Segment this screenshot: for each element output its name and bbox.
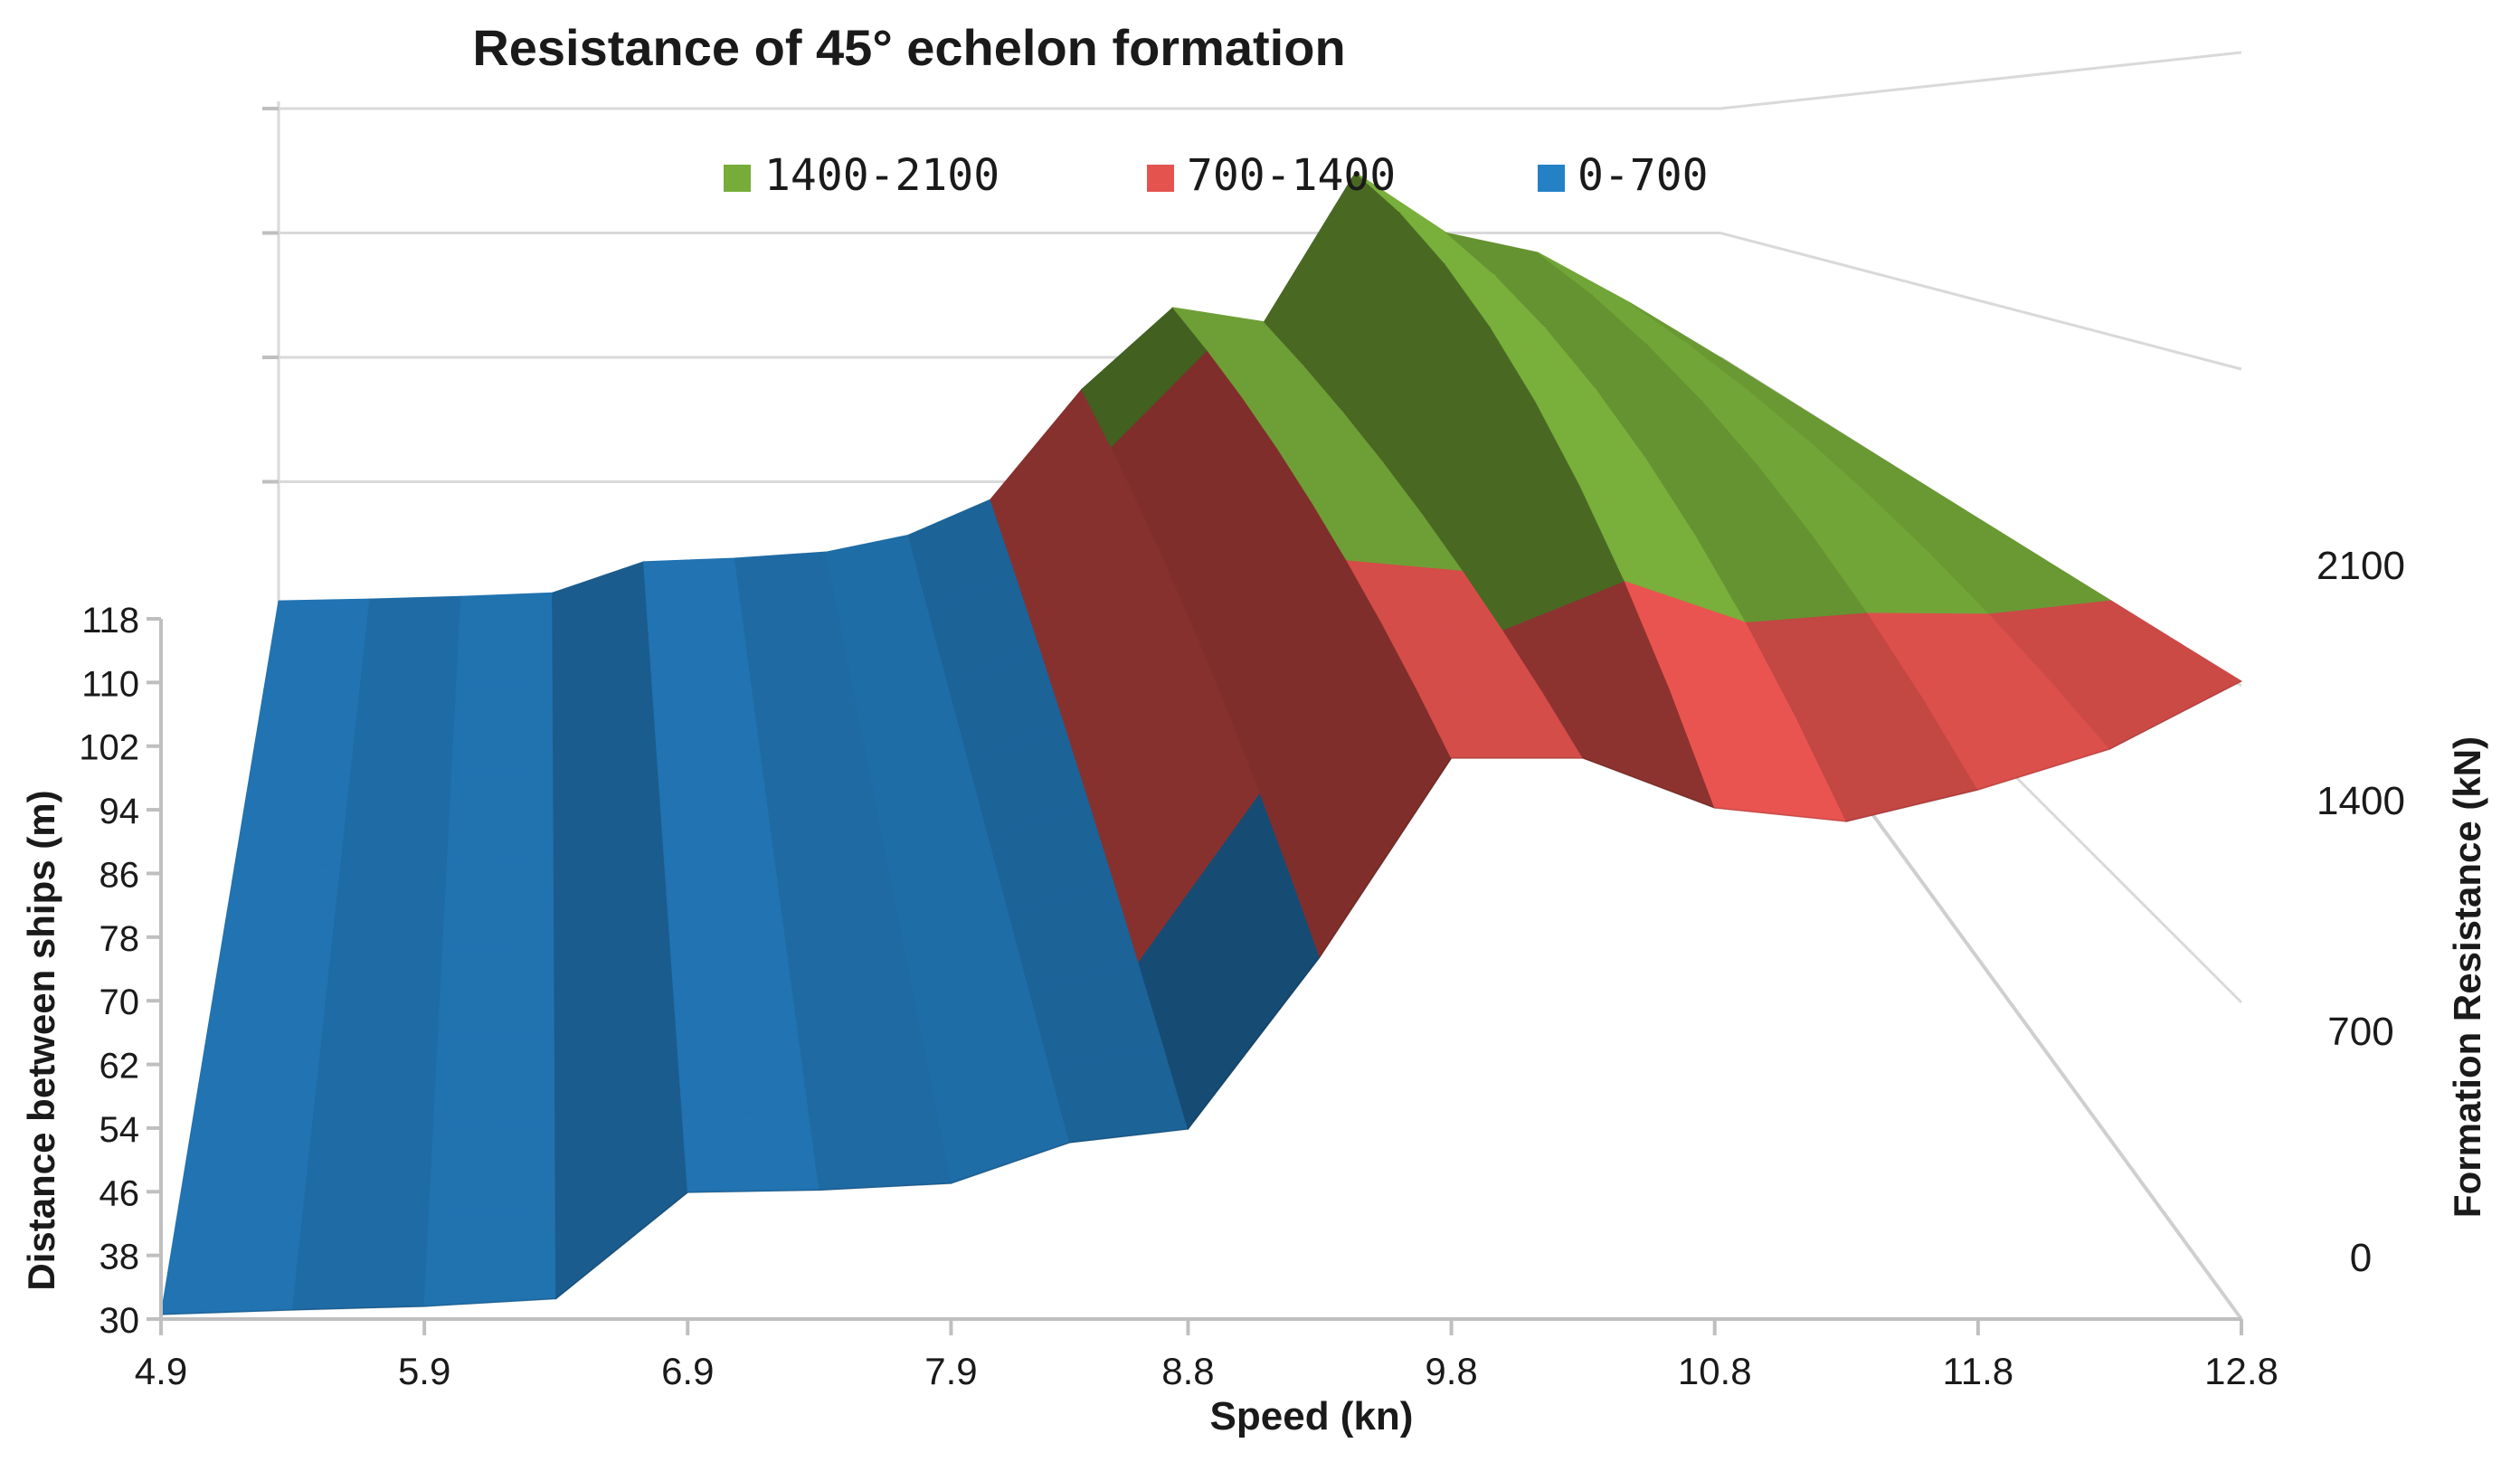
- z-tick-label: 700: [2327, 1010, 2393, 1054]
- surface-cell: [423, 1209, 557, 1307]
- y-tick-label: 118: [81, 601, 139, 641]
- surface-cell: [292, 1216, 430, 1311]
- legend-label-0-700: 0-700: [1577, 150, 1709, 201]
- surface-cell: [755, 708, 874, 797]
- y-tick-label: 70: [99, 983, 140, 1022]
- surface-cell: [301, 1126, 434, 1221]
- surface-cell: [681, 1111, 820, 1193]
- x-tick-label: 5.9: [398, 1350, 450, 1392]
- surface-cell: [734, 551, 843, 639]
- surface-cell: [808, 1104, 952, 1191]
- surface-cell: [456, 592, 554, 685]
- surface-cell: [340, 772, 453, 865]
- x-tick-label: 7.9: [924, 1350, 977, 1392]
- x-tick-label: 12.8: [2204, 1350, 2278, 1392]
- legend-item-700-1400: 700-1400: [1147, 150, 1396, 201]
- surface-cell: [649, 637, 757, 722]
- surface-cell: [330, 860, 449, 954]
- y-tick-label: 102: [79, 728, 139, 768]
- y-tick-label: 38: [99, 1238, 140, 1277]
- surface-cell: [676, 1032, 810, 1115]
- y-tick-label: 46: [99, 1173, 140, 1213]
- surface-cell: [437, 943, 555, 1040]
- surface-cell: [787, 945, 921, 1034]
- legend-item-1400-2100: 1400-2100: [724, 150, 999, 201]
- surface-cell: [233, 774, 352, 869]
- surface-cell: [643, 557, 746, 642]
- surface-layer: [160, 171, 2243, 1315]
- x-tick-label: 4.9: [135, 1350, 187, 1392]
- surface-cell: [311, 1038, 439, 1132]
- x-tick-label: 8.8: [1161, 1350, 1214, 1392]
- surface-cell: [263, 598, 371, 690]
- surface-cell: [659, 795, 778, 880]
- surface-cell: [797, 1024, 936, 1113]
- y-axis-title: Distance between ships (m): [20, 790, 62, 1290]
- surface-cell: [765, 787, 889, 876]
- x-tick-label: 9.8: [1425, 1350, 1477, 1392]
- x-axis-title: Speed (kn): [1210, 1394, 1414, 1438]
- z-tick-label: 2100: [2316, 544, 2405, 588]
- surface-front-edge: [160, 680, 2242, 1315]
- surface-cell: [204, 953, 332, 1047]
- axis-layer: 4.9 5.9 6.9 7.9 8.8 9.8 10.8 11.8 12.8 30 38 46 54 62…: [79, 544, 2405, 1392]
- legend-label-1400-2100: 1400-2100: [764, 150, 999, 201]
- surface-cell: [447, 767, 554, 862]
- y-tick-label: 94: [99, 792, 140, 831]
- surface-cell: [744, 630, 858, 717]
- surface-cell: [359, 595, 462, 688]
- x-tick-label: 11.8: [1943, 1350, 2014, 1392]
- x-tick-label: 10.8: [1678, 1350, 1752, 1392]
- surface-cell: [175, 1130, 313, 1226]
- surface-cell: [654, 716, 768, 801]
- y-tick-label: 30: [99, 1301, 140, 1341]
- surface-cell: [248, 687, 361, 779]
- surface-cell: [451, 679, 554, 774]
- legend-swatch-1400-2100: [724, 165, 751, 192]
- surface-cell: [219, 863, 342, 957]
- side-wall-gridline: [1719, 232, 2242, 371]
- surface-cell: [665, 874, 789, 959]
- surface-cell: [670, 954, 800, 1037]
- legend-swatch-0-700: [1538, 165, 1565, 192]
- chart-title: Resistance of 45° echelon formation: [472, 19, 1345, 76]
- legend: 1400-2100 700-1400 0-700: [724, 150, 1709, 201]
- y-tick-label: 78: [99, 919, 140, 959]
- surface-cell: [428, 1120, 556, 1218]
- z-axis-title: Formation Resistance (kN): [2446, 736, 2488, 1218]
- legend-item-0-700: 0-700: [1538, 150, 1709, 201]
- legend-swatch-700-1400: [1147, 165, 1174, 192]
- surface-cell: [160, 1220, 303, 1315]
- y-tick-label: 54: [99, 1110, 140, 1150]
- surface-cell: [776, 867, 905, 955]
- side-wall-gridline: [1719, 51, 2242, 110]
- y-tick-label: 86: [99, 855, 140, 895]
- y-tick-label: 62: [99, 1047, 140, 1087]
- surface-cell: [432, 1031, 556, 1128]
- surface-cell: [189, 1041, 323, 1136]
- x-tick-label: 6.9: [661, 1350, 714, 1392]
- z-tick-label: 1400: [2316, 779, 2405, 823]
- legend-label-700-1400: 700-1400: [1187, 150, 1396, 201]
- surface-cell: [441, 855, 555, 951]
- z-tick-label: 0: [2350, 1236, 2372, 1280]
- surface-cell: [2049, 641, 2243, 750]
- y-tick-label: 110: [81, 664, 139, 704]
- surface-cell: [321, 949, 443, 1043]
- surface-cell: [349, 683, 458, 776]
